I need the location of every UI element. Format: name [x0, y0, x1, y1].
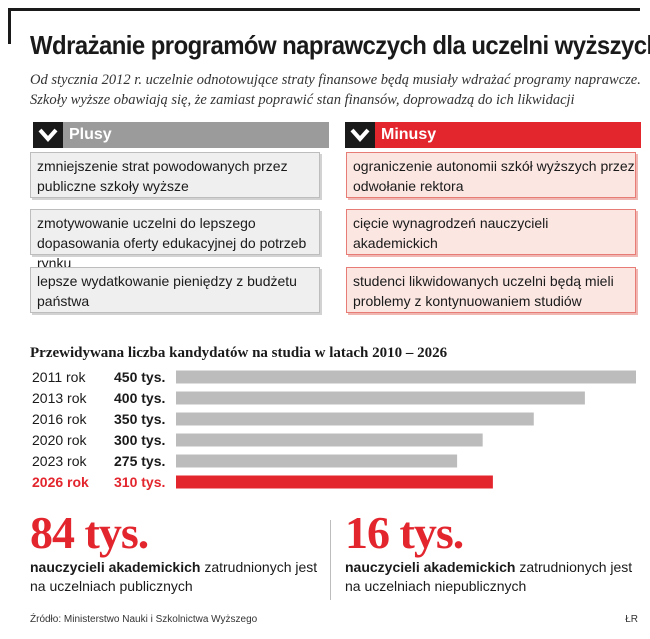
bar — [176, 433, 483, 447]
plusy-label: Plusy — [63, 122, 329, 148]
stat-bold: nauczycieli akademickich — [30, 559, 201, 575]
stat-number: 16 tys. — [345, 507, 464, 558]
category-label: 2026 rok — [32, 474, 89, 490]
stat-bold: nauczycieli akademickich — [345, 559, 516, 575]
bar — [176, 475, 493, 489]
category-label: 2020 rok — [32, 432, 87, 448]
value-label: 310 tys. — [114, 474, 165, 490]
left-rule — [8, 8, 11, 44]
value-label: 350 tys. — [114, 411, 165, 427]
category-label: 2023 rok — [32, 453, 87, 469]
plus-item: lepsze wydatkowanie pieniędzy z budżetu … — [30, 267, 320, 313]
minusy-header: Minusy — [345, 122, 641, 148]
plusy-header: Plusy — [33, 122, 329, 148]
author-credit: ŁR — [625, 614, 638, 625]
bar — [176, 454, 458, 468]
chart-title: Przewidywana liczba kandydatów na studia… — [30, 345, 448, 361]
minusy-label: Minusy — [375, 122, 641, 148]
value-label: 300 tys. — [114, 432, 165, 448]
bar — [176, 391, 585, 405]
page-title: Wdrażanie programów naprawczych dla ucze… — [30, 30, 650, 60]
stat-rest: zatrudnionych jest na uczelniach publicz… — [30, 559, 318, 594]
bar — [176, 412, 534, 426]
plus-item: zmotywowanie uczelni do lepszego dopasow… — [30, 209, 320, 271]
chevron-down-icon — [345, 122, 375, 148]
minus-item: studenci likwidowanych uczelni będą miel… — [346, 267, 636, 313]
minus-item: ograniczenie autonomii szkół wyższych pr… — [346, 152, 636, 198]
category-label: 2013 rok — [32, 390, 87, 406]
plus-item: zmniejszenie strat powodowanych przez pu… — [30, 152, 320, 198]
minus-item: cięcie wynagrodzeń nauczycieli akademick… — [346, 209, 636, 255]
source-note: Źródło: Ministerstwo Nauki i Szkolnictwa… — [30, 614, 258, 625]
value-label: 450 tys. — [114, 369, 165, 385]
value-label: 275 tys. — [114, 453, 165, 469]
value-label: 400 tys. — [114, 390, 165, 406]
bar — [176, 370, 636, 384]
stat-text: nauczycieli akademickich zatrudnionych j… — [30, 558, 330, 596]
stat-text: nauczycieli akademickich zatrudnionych j… — [345, 558, 645, 596]
category-label: 2011 rok — [32, 369, 86, 385]
chevron-down-icon — [33, 122, 63, 148]
category-label: 2016 rok — [32, 411, 87, 427]
stat-number: 84 tys. — [30, 507, 149, 558]
divider — [330, 520, 331, 600]
lead-text: Od stycznia 2012 r. uczelnie odnotowując… — [30, 72, 641, 108]
top-rule — [8, 8, 640, 11]
stat-rest: zatrudnionych jest na uczelniach niepubl… — [345, 559, 633, 594]
